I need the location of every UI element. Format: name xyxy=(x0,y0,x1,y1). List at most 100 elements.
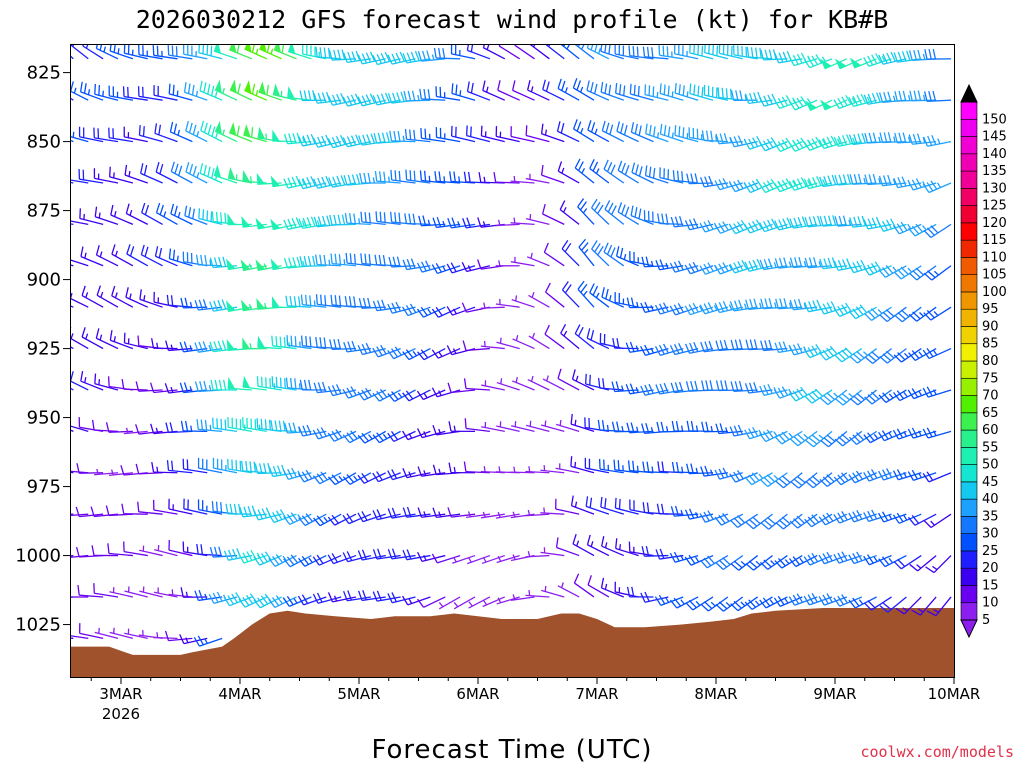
wind-barb xyxy=(819,215,847,227)
wind-barb xyxy=(315,46,342,60)
wind-barb xyxy=(571,369,595,391)
barb-full-feather xyxy=(254,463,259,474)
barb-full-feather xyxy=(327,95,334,106)
colorbar-segment xyxy=(960,291,978,310)
barb-full-feather xyxy=(387,470,394,480)
barb-full-feather xyxy=(151,338,155,349)
barb-full-feather xyxy=(658,594,666,605)
barb-full-feather xyxy=(714,469,721,480)
barb-full-feather xyxy=(845,95,852,105)
barb-full-feather xyxy=(822,594,829,605)
wind-barb xyxy=(94,627,119,639)
wind-barb xyxy=(745,298,773,311)
barb-full-feather xyxy=(372,54,378,65)
barb-full-feather xyxy=(438,48,441,59)
barb-full-feather xyxy=(141,202,146,213)
barb-full-feather xyxy=(744,139,751,150)
barb-half-feather xyxy=(143,295,146,301)
barb-full-feather xyxy=(559,200,566,210)
barb-half-feather xyxy=(382,433,388,440)
wind-barb xyxy=(574,158,595,184)
barb-full-feather xyxy=(283,337,286,348)
barb-half-feather xyxy=(877,308,883,314)
barb-full-feather xyxy=(893,52,899,63)
barb-full-feather xyxy=(194,300,199,311)
barb-full-feather xyxy=(402,392,410,402)
wind-barb xyxy=(375,211,401,226)
wind-barb xyxy=(556,121,580,143)
barb-half-feather xyxy=(695,600,701,606)
colorbar-label: 95 xyxy=(982,302,999,317)
barb-full-feather xyxy=(922,428,929,439)
barb-full-feather xyxy=(169,121,174,133)
barb-full-feather xyxy=(302,135,308,146)
barb-full-feather xyxy=(298,557,306,567)
barb-full-feather xyxy=(525,125,528,136)
wind-barb xyxy=(759,93,788,107)
barb-full-feather xyxy=(848,436,857,445)
barb-full-feather xyxy=(642,502,646,513)
barb-full-feather xyxy=(632,46,635,57)
barb-half-feather xyxy=(452,348,457,354)
barb-full-feather xyxy=(407,90,412,101)
barb-full-feather xyxy=(868,174,873,185)
wind-barb xyxy=(372,299,401,312)
barb-full-feather xyxy=(59,37,64,46)
barb-full-feather xyxy=(360,211,363,222)
barb-staff xyxy=(557,378,580,391)
wind-barb xyxy=(372,388,401,402)
barb-full-feather xyxy=(841,392,851,401)
wind-barb xyxy=(744,382,773,394)
barb-full-feather xyxy=(774,258,780,269)
barb-full-feather xyxy=(837,135,843,146)
barb-full-feather xyxy=(283,257,289,269)
barb-full-feather xyxy=(917,49,922,60)
barb-full-feather xyxy=(203,164,207,176)
barb-full-feather xyxy=(135,424,140,435)
colorbar-label: 115 xyxy=(982,233,1007,248)
wind-barb xyxy=(343,590,371,602)
wind-barb xyxy=(372,92,401,106)
barb-full-feather xyxy=(526,80,531,91)
barb-flag xyxy=(256,297,266,310)
barb-full-feather xyxy=(266,84,270,96)
barb-full-feather xyxy=(781,179,789,189)
barb-full-feather xyxy=(372,434,380,444)
wind-barb xyxy=(342,430,372,444)
wind-barb xyxy=(179,382,208,394)
wind-barb xyxy=(239,505,267,518)
wind-barb xyxy=(166,460,193,474)
barb-full-feather xyxy=(463,378,467,389)
barb-full-feather xyxy=(722,221,729,231)
barb-full-feather xyxy=(637,85,640,97)
barb-full-feather xyxy=(907,428,914,439)
barb-full-feather xyxy=(616,338,620,349)
barb-full-feather xyxy=(170,203,175,214)
barb-full-feather xyxy=(316,515,325,525)
wind-barb xyxy=(122,86,148,101)
barb-full-feather xyxy=(673,304,680,314)
wind-barb xyxy=(641,256,669,268)
barb-full-feather xyxy=(125,287,129,298)
wind-barb xyxy=(894,132,922,144)
barb-full-feather xyxy=(387,432,395,442)
barb-full-feather xyxy=(763,559,772,568)
barb-full-feather xyxy=(906,50,911,61)
barb-full-feather xyxy=(689,83,692,94)
barb-half-feather xyxy=(443,176,446,182)
barb-full-feather xyxy=(705,421,709,432)
barb-full-feather xyxy=(164,383,170,394)
barb-half-feather xyxy=(575,375,579,382)
wind-barb xyxy=(803,592,833,606)
barb-full-feather xyxy=(846,173,852,185)
barb-full-feather xyxy=(659,259,665,270)
wind-barb xyxy=(642,46,669,60)
barb-full-feather xyxy=(882,53,888,64)
wind-barb xyxy=(374,170,401,184)
barb-full-feather xyxy=(837,259,843,270)
wind-barb xyxy=(78,168,104,184)
barb-half-feather xyxy=(822,179,826,185)
barb-full-feather xyxy=(714,264,721,275)
wind-barb xyxy=(555,537,580,557)
barb-full-feather xyxy=(657,213,660,224)
